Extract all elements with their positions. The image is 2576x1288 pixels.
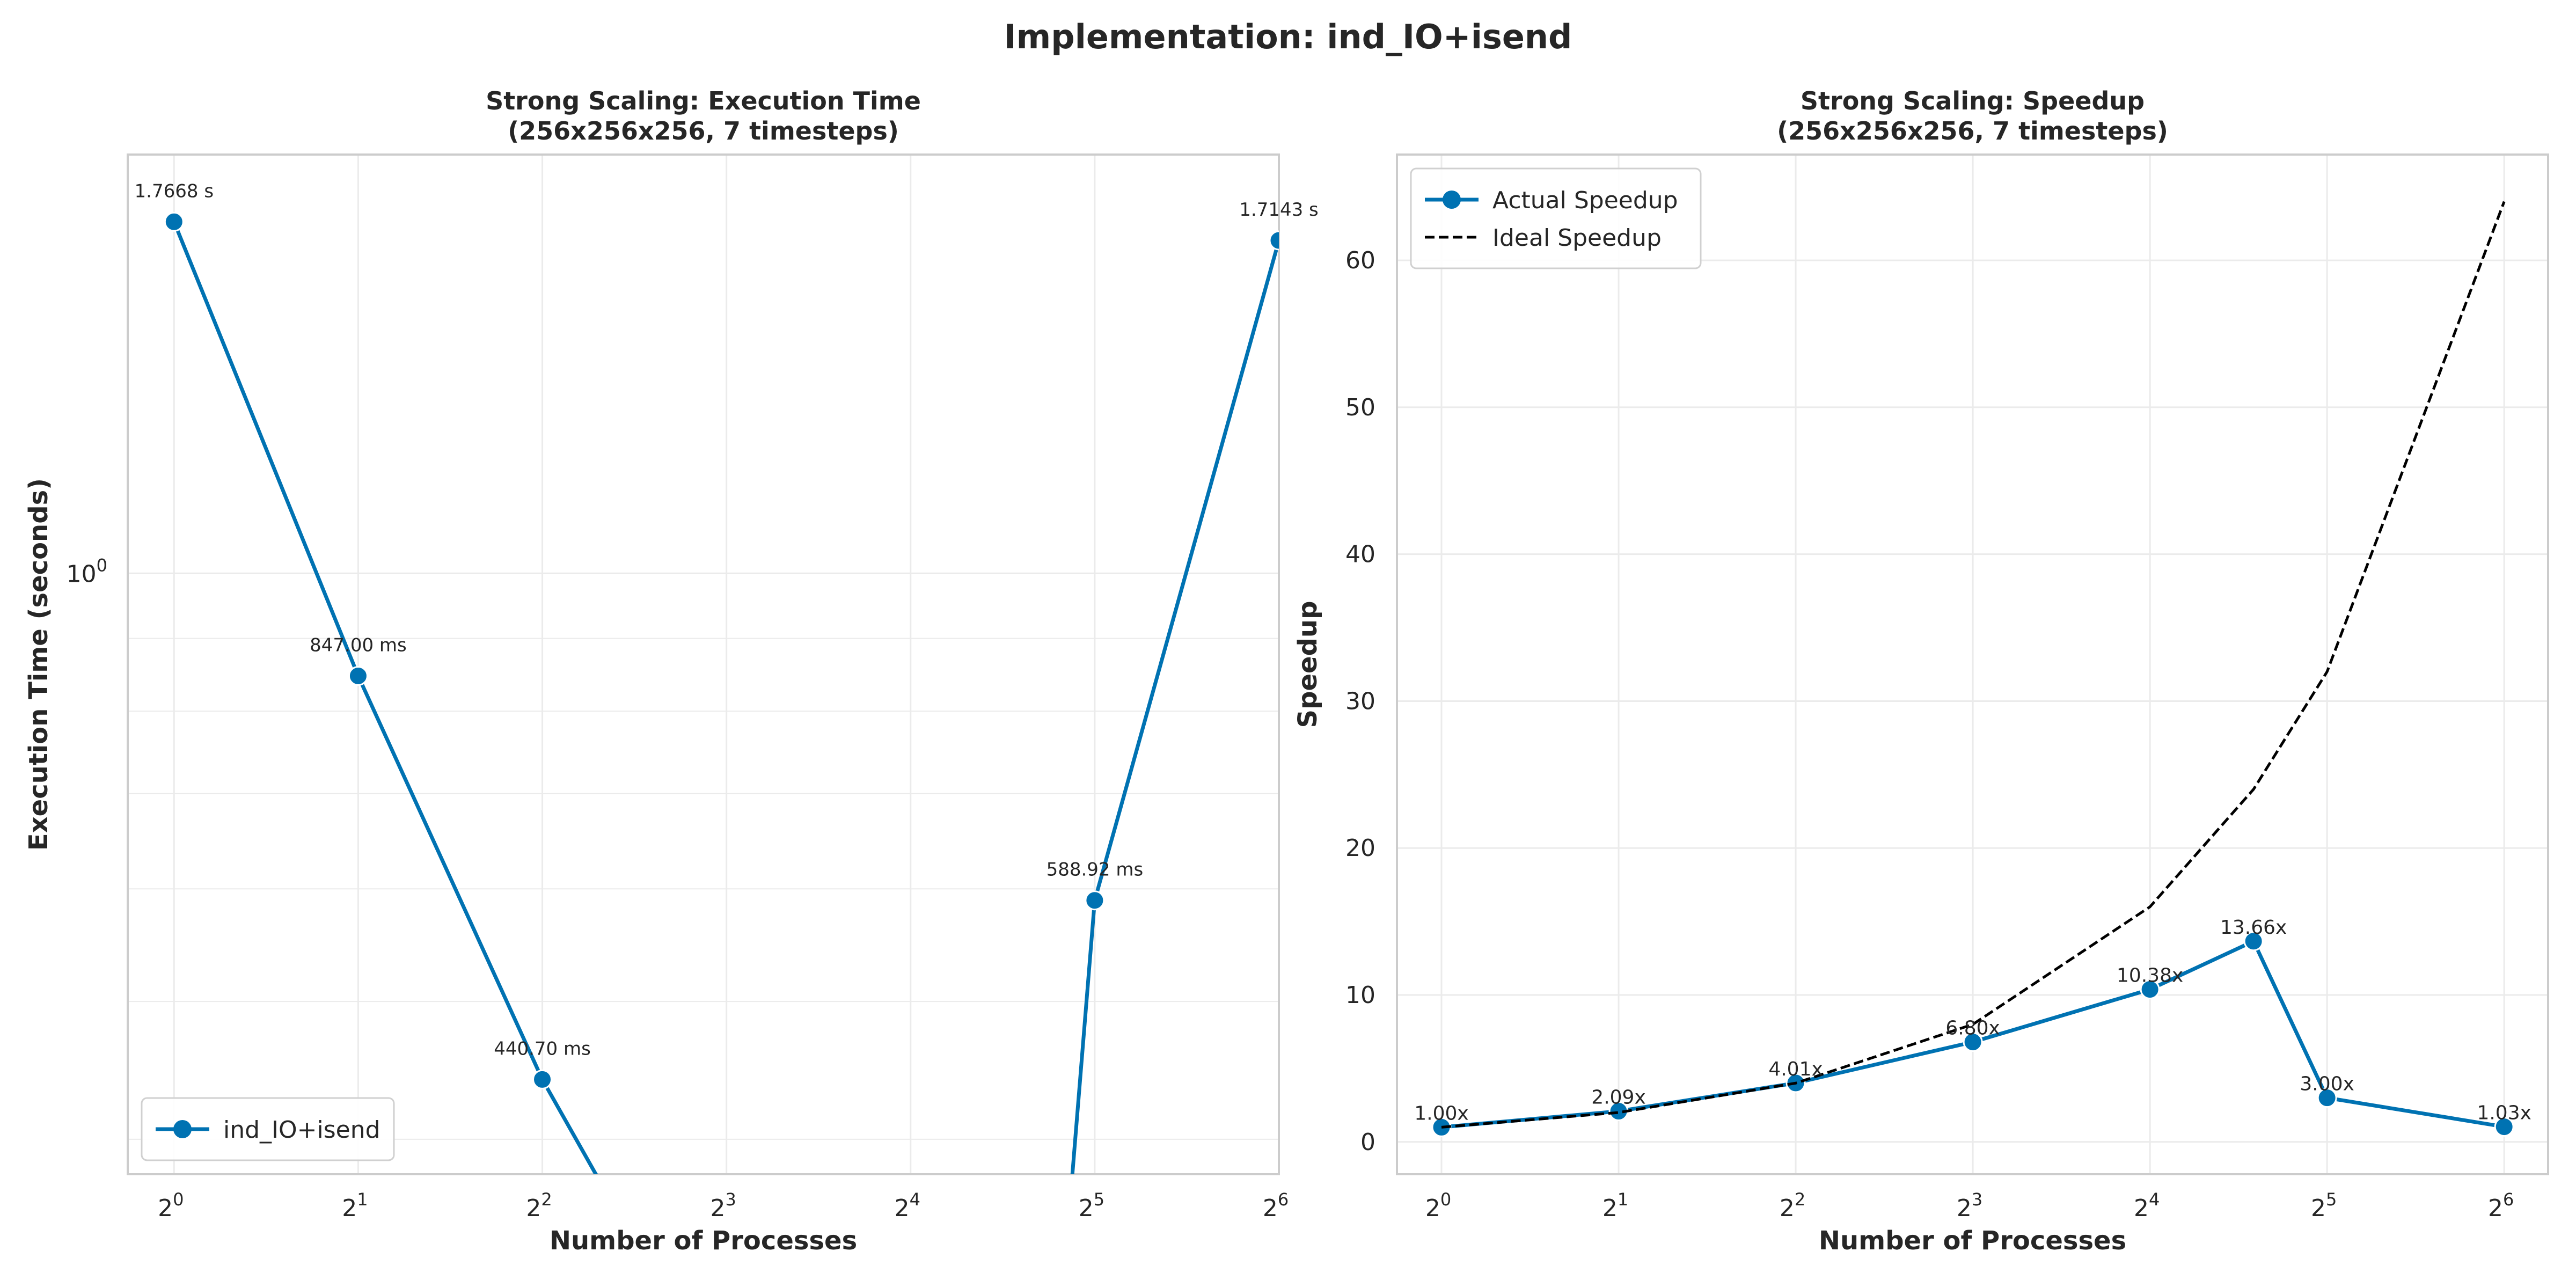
data-label: 2.09x (1591, 1087, 1645, 1109)
chart-title-line2: (256x256x256, 7 timesteps) (1777, 116, 2168, 145)
legend-label: ind_IO+isend (223, 1116, 380, 1144)
legend: Actual Speedup Ideal Speedup (1411, 169, 1701, 268)
y-tick-label: 60 (1345, 247, 1375, 274)
legend-swatch-marker (173, 1120, 192, 1138)
speedup-chart: 20 21 22 23 24 25 26 0 10 20 30 40 50 60 Number of Pro… (1293, 86, 2548, 1256)
x-tick-label: 25 (1079, 1189, 1104, 1222)
data-label: 1.00x (1414, 1102, 1468, 1124)
execution-time-chart: 20 21 22 23 24 25 26 100 Number of Processes Exec… (24, 86, 1319, 1288)
chart-title-line1: Strong Scaling: Speedup (1801, 86, 2145, 115)
x-tick-label: 26 (2488, 1189, 2514, 1222)
data-label: 1.7668 s (135, 180, 214, 202)
legend-label: Ideal Speedup (1492, 224, 1662, 252)
data-point-marker (1086, 891, 1104, 910)
legend-label: Actual Speedup (1492, 187, 1678, 214)
legend-swatch-marker (1443, 191, 1461, 209)
y-tick-label: 0 (1360, 1129, 1375, 1156)
chart-title-line1: Strong Scaling: Execution Time (486, 86, 921, 115)
data-point-marker (533, 1070, 552, 1088)
data-label: 4.01x (1768, 1058, 1823, 1080)
x-tick-label: 25 (2311, 1189, 2337, 1222)
y-axis-label: Execution Time (seconds) (24, 478, 54, 851)
figure-suptitle: Implementation: ind_IO+isend (1004, 17, 1572, 56)
data-label: 10.38x (2117, 965, 2183, 987)
legend-box (1411, 169, 1701, 268)
x-axis-label: Number of Processes (550, 1226, 857, 1256)
x-tick-label: 24 (895, 1189, 920, 1222)
legend: ind_IO+isend (142, 1098, 394, 1160)
x-tick-label: 26 (1263, 1189, 1289, 1222)
x-tick-label: 21 (342, 1189, 368, 1222)
x-tick-label: 20 (1425, 1189, 1451, 1222)
y-tick-label: 40 (1345, 541, 1375, 568)
plot-frame (128, 155, 1279, 1174)
y-tick-label: 50 (1345, 394, 1375, 421)
x-tick-label: 21 (1602, 1189, 1628, 1222)
data-label: 1.03x (2477, 1102, 2531, 1124)
data-label: 13.66x (2220, 917, 2287, 939)
x-tick-label: 22 (526, 1189, 552, 1222)
grid (128, 155, 1279, 1174)
y-tick-label: 10 (1345, 982, 1375, 1009)
data-point-marker (165, 213, 183, 231)
data-point-marker (349, 667, 367, 685)
data-label: 3.00x (2300, 1073, 2354, 1095)
data-label: 847.00 ms (310, 634, 407, 656)
data-point-marker (1270, 231, 1288, 250)
x-tick-label: 24 (2134, 1189, 2160, 1222)
y-axis-label: Speedup (1293, 601, 1323, 728)
x-tick-label: 20 (158, 1189, 184, 1222)
data-label: 6.80x (1945, 1018, 2000, 1040)
y-tick-label: 20 (1345, 835, 1375, 862)
x-tick-label: 23 (1957, 1189, 1982, 1222)
data-label: 440.70 ms (494, 1038, 591, 1059)
y-tick-label: 100 (67, 555, 107, 588)
x-tick-label: 22 (1780, 1189, 1805, 1222)
chart-title-line2: (256x256x256, 7 timesteps) (508, 116, 899, 145)
x-tick-label: 23 (710, 1189, 736, 1222)
data-label: 588.92 ms (1046, 859, 1144, 881)
data-label: 1.7143 s (1239, 199, 1319, 221)
y-tick-label: 30 (1345, 687, 1375, 715)
x-axis-label: Number of Processes (1819, 1226, 2126, 1256)
